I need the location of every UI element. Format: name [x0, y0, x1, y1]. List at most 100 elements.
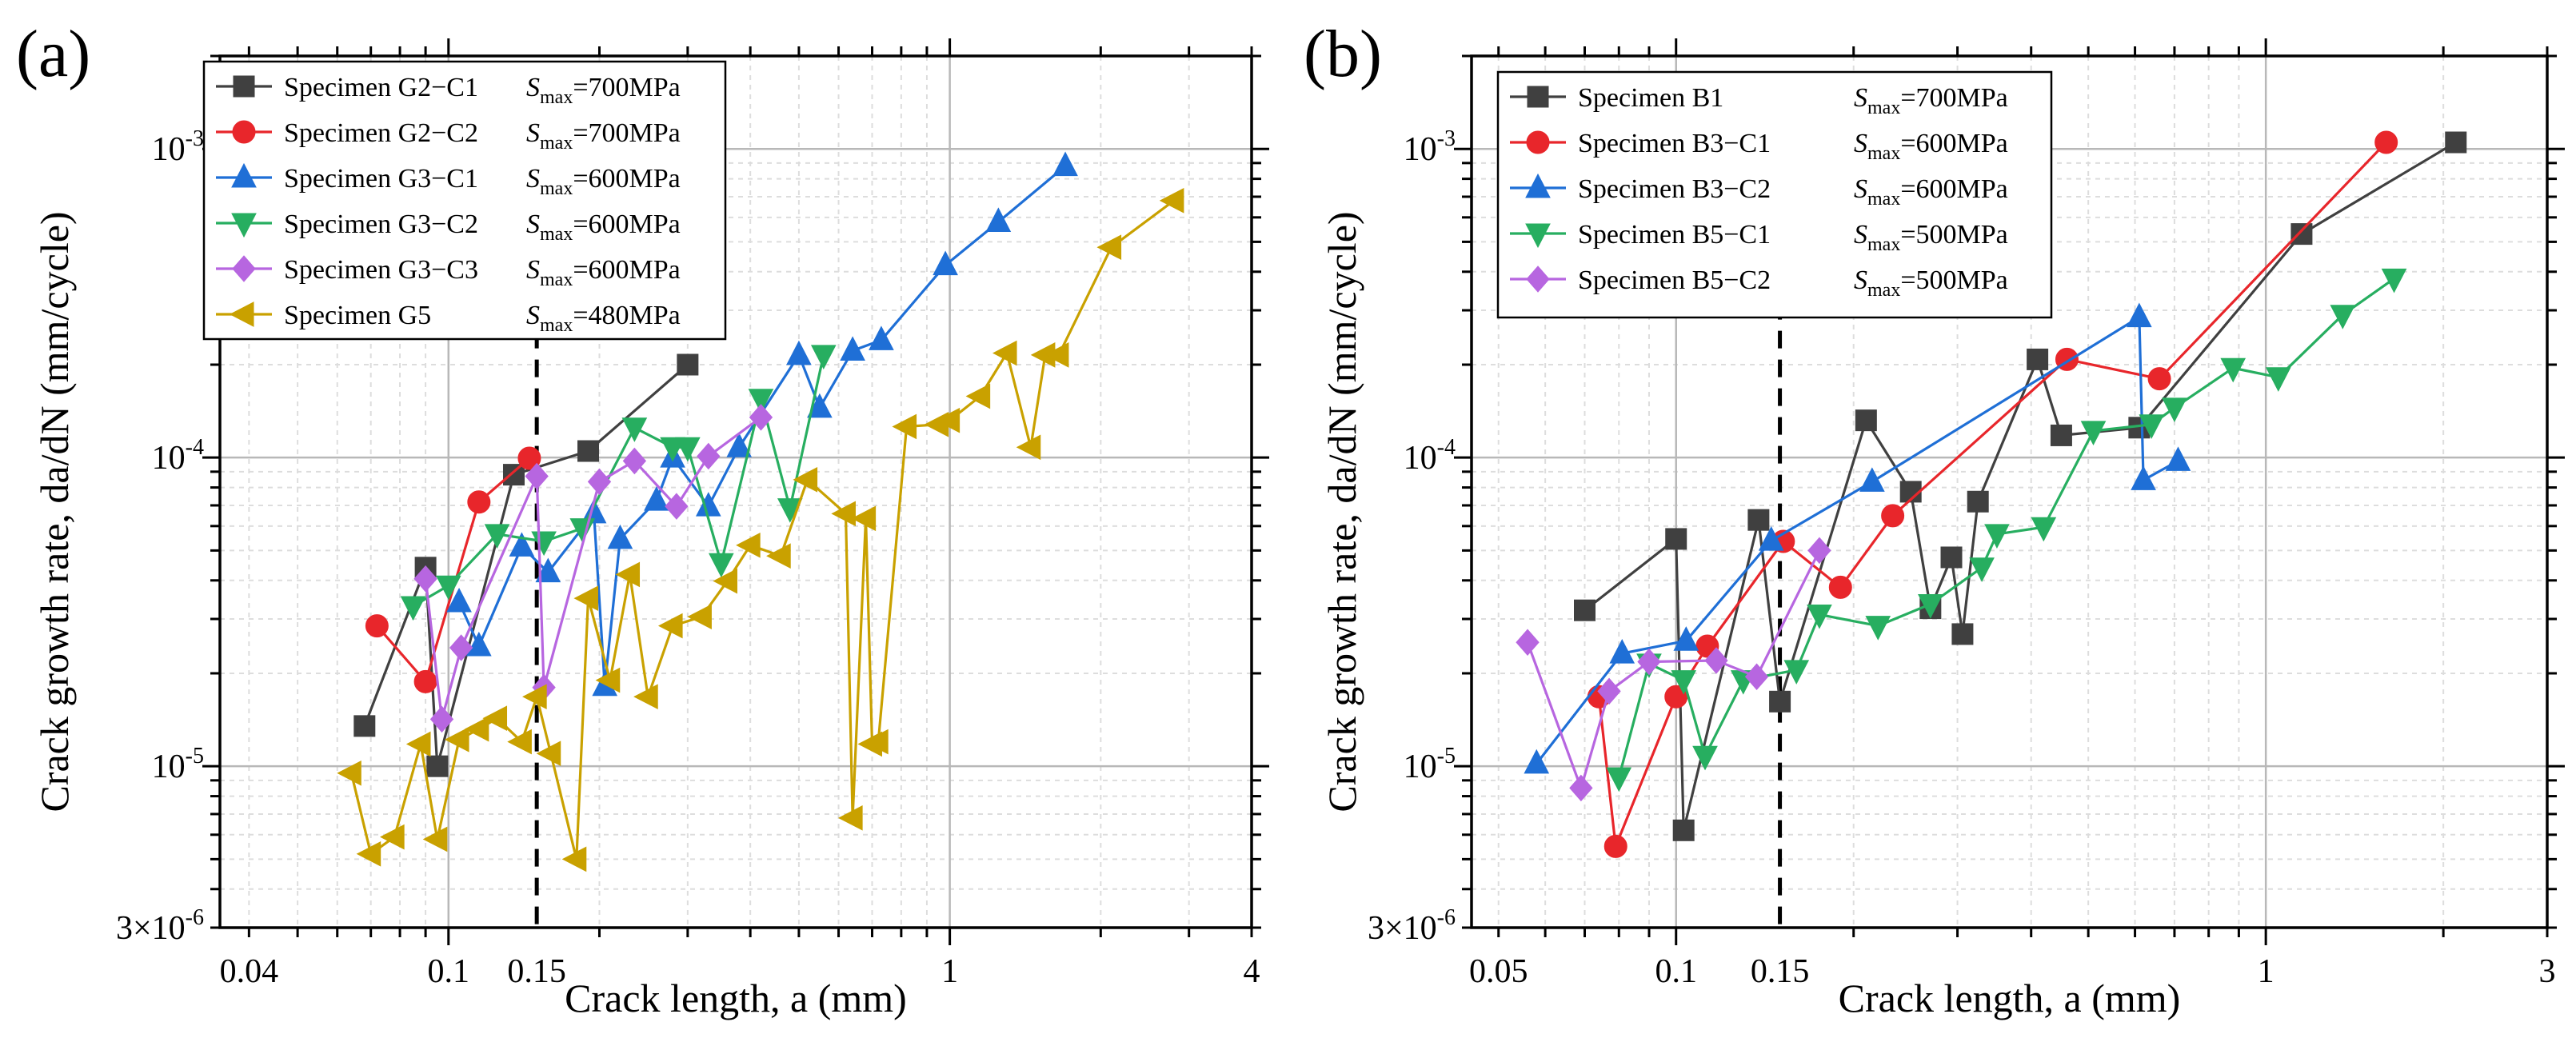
legend-label: Specimen G3−C3 — [284, 255, 478, 285]
legend-marker — [1526, 265, 1550, 293]
data-point — [444, 727, 469, 753]
data-point — [1769, 690, 1791, 713]
legend-label: Specimen G2−C1 — [284, 73, 478, 102]
data-point — [1052, 151, 1078, 177]
data-point — [786, 340, 812, 365]
data-point — [536, 741, 561, 767]
data-point — [2374, 130, 2398, 154]
data-point — [810, 345, 837, 369]
data-point — [869, 325, 894, 350]
data-point — [484, 524, 510, 549]
data-point — [429, 705, 454, 733]
data-point — [1159, 188, 1184, 214]
data-point — [2220, 357, 2247, 383]
data-point — [595, 667, 621, 693]
data-point — [615, 561, 641, 588]
legend-label: Specimen B1 — [1578, 83, 1723, 113]
data-point — [675, 437, 701, 462]
data-point — [2050, 424, 2072, 446]
legend-label: Specimen B5−C2 — [1578, 265, 1771, 295]
data-point — [2080, 421, 2107, 445]
data-point — [1524, 749, 1550, 774]
data-point — [2165, 446, 2191, 471]
data-point — [365, 614, 389, 638]
data-point — [1516, 629, 1540, 656]
data-point — [413, 565, 437, 593]
data-point — [522, 684, 547, 710]
y-tick-label: 10-5 — [152, 744, 204, 785]
data-point — [1758, 526, 1784, 551]
legend-item: Specimen B5−C1 Smax=500MPa — [1510, 220, 2008, 255]
data-point — [2290, 223, 2313, 246]
data-point — [644, 486, 669, 511]
data-point — [665, 493, 689, 520]
legend-item: Specimen B3−C1 Smax=600MPa — [1510, 129, 2008, 164]
data-point — [621, 417, 648, 442]
series-4 — [1516, 537, 1831, 802]
data-point — [766, 543, 791, 569]
data-point — [1604, 834, 1627, 858]
y-tick-label: 10-5 — [1404, 744, 1456, 785]
data-point — [413, 669, 437, 693]
legend-marker — [231, 162, 257, 188]
x-tick-label: 0.15 — [507, 953, 566, 990]
chart-panel-b: 0.05 0.1 0.15 1 3 3×10-6 10-5 10-4 10-3 Crack len… — [1304, 17, 2565, 1020]
legend-smax: Smax=500MPa — [1854, 220, 2008, 255]
data-point — [892, 413, 917, 440]
data-point — [1881, 504, 1905, 528]
data-point — [464, 716, 489, 742]
data-point — [709, 553, 734, 578]
series-3 — [1606, 268, 2407, 792]
legend-label: Specimen G2−C2 — [284, 118, 478, 148]
data-point — [1828, 575, 1852, 599]
legend-smax: Smax=700MPa — [1854, 83, 2008, 118]
data-point — [992, 340, 1017, 366]
legend-smax: Smax=480MPa — [526, 301, 681, 336]
data-point — [2381, 268, 2407, 293]
plot-frame — [218, 54, 1253, 929]
data-point — [449, 634, 473, 661]
series-line — [363, 363, 689, 768]
data-point — [1940, 546, 1963, 569]
data-point — [1859, 467, 1885, 492]
data-point — [400, 596, 426, 621]
data-point — [1606, 767, 1632, 792]
data-point — [577, 440, 600, 462]
x-tick-label: 4 — [1244, 953, 1260, 990]
series-4 — [413, 404, 773, 733]
legend-marker — [229, 301, 254, 327]
data-point — [840, 336, 865, 361]
data-point — [426, 755, 449, 777]
series-line — [1536, 316, 2179, 765]
legend-item: Specimen G2−C1 Smax=700MPa — [216, 73, 681, 108]
y-tick-label: 10-4 — [152, 435, 204, 477]
data-point — [1597, 677, 1621, 705]
data-point — [2162, 397, 2187, 422]
data-point — [607, 524, 633, 549]
series-group — [1516, 130, 2467, 858]
data-point — [405, 731, 431, 757]
data-point — [1671, 670, 1697, 695]
data-point — [1984, 524, 2010, 549]
legend-box — [1496, 70, 2053, 319]
legend-item: Specimen G3−C1 Smax=600MPa — [216, 162, 681, 199]
legend-marker — [1527, 86, 1549, 108]
data-point — [2265, 367, 2291, 392]
data-point — [749, 404, 773, 431]
legend-smax: Smax=600MPa — [526, 255, 681, 290]
data-point — [965, 383, 991, 409]
data-point — [525, 462, 549, 490]
legend-label: Specimen B5−C1 — [1578, 220, 1771, 250]
data-point — [2127, 302, 2152, 328]
data-point — [1783, 660, 1810, 685]
data-point — [2445, 131, 2467, 154]
y-tick-label: 3×10-6 — [116, 905, 204, 947]
data-point — [1744, 663, 1769, 690]
data-point — [482, 705, 508, 732]
data-point — [2330, 305, 2356, 329]
y-axis-title: Crack growth rate, da/dN (mm/cycle) — [1320, 211, 1364, 812]
legend-smax: Smax=700MPa — [526, 73, 681, 108]
data-point — [726, 433, 753, 457]
data-point — [657, 613, 683, 639]
